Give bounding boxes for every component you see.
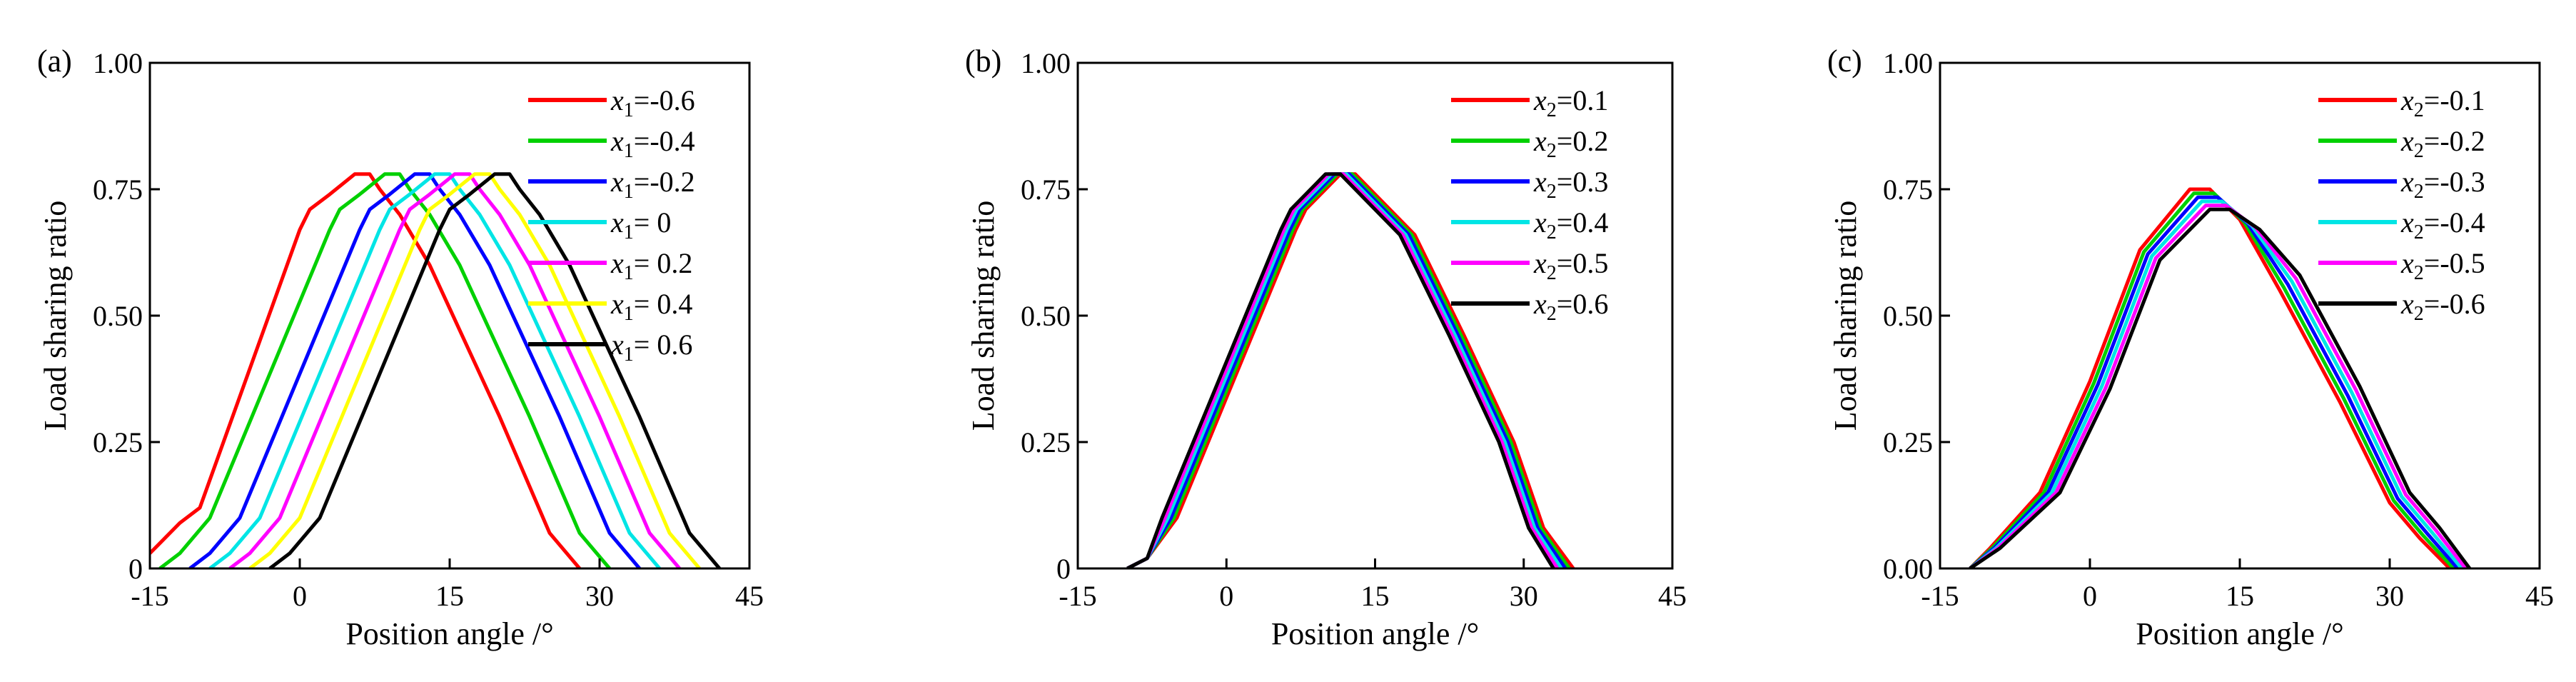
panel-label: (a) [37, 44, 72, 79]
series-line-2 [1126, 172, 1571, 568]
series-line-4 [208, 172, 661, 568]
series-line-3 [1969, 195, 2460, 568]
y-tick-label: 0.00 [1883, 553, 1933, 585]
legend-label-1: x2=0.1 [1533, 84, 1608, 121]
series-line-3 [1126, 172, 1567, 568]
legend-label-3: x1=-0.2 [610, 166, 695, 203]
x-tick-label: -15 [1059, 580, 1096, 612]
legend-label-4: x2=0.4 [1533, 206, 1608, 244]
legend-label-1: x1=-0.6 [610, 84, 695, 121]
x-tick-label: 30 [2375, 580, 2404, 612]
x-tick-label: 45 [735, 580, 764, 612]
legend-label-2: x1=-0.4 [610, 125, 695, 162]
series-line-6 [1969, 207, 2472, 568]
series-line-1 [150, 172, 581, 568]
y-tick-label: 0.25 [1021, 426, 1071, 458]
series-line-5 [1969, 204, 2468, 568]
legend-label-6: x1= 0.4 [610, 288, 692, 325]
legend-label-3: x2=-0.3 [2400, 166, 2485, 203]
series-line-7 [268, 172, 721, 568]
y-tick-label: 0 [1056, 553, 1071, 585]
panel-label: (c) [1827, 44, 1862, 79]
y-tick-label: 0.75 [93, 174, 143, 206]
legend-label-5: x2=0.5 [1533, 247, 1608, 284]
y-tick-label: 0.75 [1021, 174, 1071, 206]
series-line-2 [158, 172, 611, 568]
x-tick-label: -15 [131, 580, 168, 612]
x-tick-label: 15 [1361, 580, 1390, 612]
x-tick-label: 15 [435, 580, 464, 612]
y-tick-label: 0.25 [1883, 426, 1933, 458]
x-tick-label: 30 [585, 580, 614, 612]
x-tick-label: 15 [2226, 580, 2254, 612]
legend-label-5: x2=-0.5 [2400, 247, 2485, 284]
legend-label-1: x2=-0.1 [2400, 84, 2485, 121]
y-axis-title: Load sharing ratio [38, 201, 73, 431]
y-tick-label: 1.00 [1021, 47, 1071, 79]
x-tick-label: 0 [1219, 580, 1233, 612]
panel-label: (b) [965, 44, 1001, 79]
series-line-2 [1969, 191, 2455, 568]
legend-label-6: x2=-0.6 [2400, 288, 2485, 325]
y-tick-label: 0.25 [93, 426, 143, 458]
legend-label-6: x2=0.6 [1533, 288, 1608, 325]
y-axis-title: Load sharing ratio [966, 201, 1001, 431]
series-line-5 [228, 172, 681, 568]
x-axis-title: Position angle /° [345, 616, 553, 651]
x-tick-label: 45 [1658, 580, 1687, 612]
x-axis-title: Position angle /° [1271, 616, 1479, 651]
legend-label-2: x2=-0.2 [2400, 125, 2485, 162]
y-tick-label: 0 [128, 553, 143, 585]
series-line-4 [1969, 199, 2463, 568]
x-tick-label: 30 [1510, 580, 1538, 612]
series-line-3 [188, 172, 641, 568]
series-line-6 [1126, 172, 1555, 568]
x-tick-label: -15 [1921, 580, 1959, 612]
legend-label-4: x2=-0.4 [2400, 206, 2485, 244]
series-line-1 [1126, 172, 1575, 568]
y-tick-label: 0.50 [93, 300, 143, 332]
x-tick-label: 0 [2083, 580, 2097, 612]
y-tick-label: 1.00 [93, 47, 143, 79]
legend-label-7: x1= 0.6 [610, 329, 692, 366]
x-tick-label: 0 [293, 580, 307, 612]
y-tick-label: 0.75 [1883, 174, 1933, 206]
legend-label-5: x1= 0.2 [610, 247, 692, 284]
y-tick-label: 0.50 [1021, 300, 1071, 332]
series-line-5 [1126, 172, 1560, 568]
y-axis-title: Load sharing ratio [1828, 201, 1863, 431]
series-line-4 [1126, 172, 1563, 568]
legend-label-2: x2=0.2 [1533, 125, 1608, 162]
chart-panel-c: -15 0 15 30 45 0.00 0.25 0.50 0.75 1.00 Position a… [1827, 44, 2554, 651]
series-line-1 [1969, 187, 2451, 568]
series-line-6 [248, 172, 701, 568]
y-tick-label: 0.50 [1883, 300, 1933, 332]
x-axis-title: Position angle /° [2136, 616, 2343, 651]
legend-label-3: x2=0.3 [1533, 166, 1608, 203]
x-tick-label: 45 [2525, 580, 2554, 612]
y-tick-label: 1.00 [1883, 47, 1933, 79]
legend-label-4: x1= 0 [610, 206, 671, 244]
